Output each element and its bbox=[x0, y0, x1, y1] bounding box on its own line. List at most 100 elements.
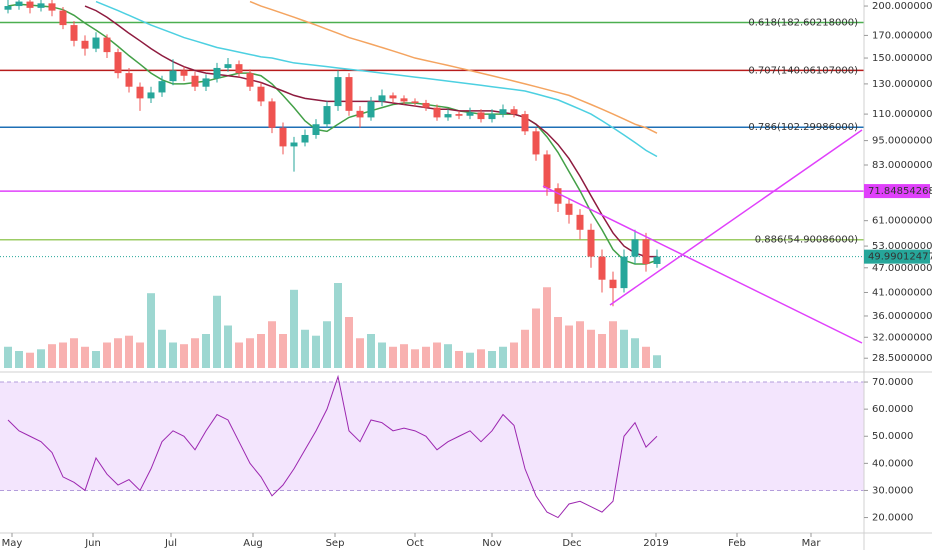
candle-body bbox=[202, 78, 210, 87]
volume-bar bbox=[268, 321, 276, 368]
moving-average-line bbox=[95, 0, 658, 158]
candle-body bbox=[180, 70, 188, 76]
volume-bar bbox=[169, 342, 177, 368]
candle-body bbox=[389, 95, 397, 99]
candle-body bbox=[433, 107, 441, 118]
candle-body bbox=[444, 114, 452, 118]
volume-bar bbox=[466, 352, 474, 368]
x-tick-label: Nov bbox=[482, 538, 502, 549]
volume-bar bbox=[631, 338, 639, 368]
volume-bar bbox=[521, 329, 529, 368]
candle-body bbox=[15, 1, 23, 7]
candle-body bbox=[411, 101, 419, 103]
candle-body bbox=[455, 114, 463, 116]
volume-bar bbox=[180, 344, 188, 368]
candle-body bbox=[576, 214, 584, 230]
rsi-tick-label: 50.0000 bbox=[872, 431, 913, 442]
volume-bar bbox=[543, 287, 551, 368]
candle-body bbox=[532, 131, 540, 155]
volume-bar bbox=[37, 349, 45, 368]
candle-body bbox=[268, 101, 276, 128]
rsi-line bbox=[7, 374, 658, 519]
candle-body bbox=[543, 154, 551, 189]
fib-level-label: 0.786(102.29986000) bbox=[748, 122, 858, 133]
rsi-tick-label: 70.0000 bbox=[872, 377, 913, 388]
x-tick-label: May bbox=[2, 538, 23, 549]
candle-body bbox=[620, 256, 628, 289]
candle-body bbox=[499, 109, 507, 115]
volume-bar bbox=[257, 334, 265, 368]
candle-body bbox=[103, 37, 111, 53]
volume-bar bbox=[15, 351, 23, 368]
candle-body bbox=[290, 142, 298, 147]
candle-body bbox=[246, 73, 254, 87]
volume-bar bbox=[301, 329, 309, 368]
y-tick-label: 41.00000000 bbox=[872, 287, 932, 298]
candle-body bbox=[114, 52, 122, 74]
candle-body bbox=[213, 67, 221, 79]
fib-level-label: 0.618(182.60218000) bbox=[748, 17, 858, 28]
candle-body bbox=[59, 10, 67, 26]
y-tick-label: 170.00000000 bbox=[872, 30, 932, 41]
candle-body bbox=[565, 203, 573, 215]
candle-body bbox=[224, 64, 232, 68]
price-level-badge bbox=[864, 249, 930, 264]
y-tick-label: 200.00000000 bbox=[872, 1, 932, 12]
moving-average-line bbox=[7, 3, 658, 265]
x-tick-label: Dec bbox=[562, 538, 581, 549]
y-tick-label: 150.00000000 bbox=[872, 53, 932, 64]
candle-body bbox=[70, 25, 78, 41]
volume-bar bbox=[444, 344, 452, 368]
volume-bar bbox=[136, 342, 144, 368]
moving-average-line bbox=[249, 0, 658, 134]
candle-body bbox=[521, 114, 529, 132]
y-tick-label: 83.00000000 bbox=[872, 160, 932, 171]
volume-bar bbox=[323, 321, 331, 368]
volume-bar bbox=[103, 342, 111, 368]
volume-bar bbox=[158, 329, 166, 368]
volume-bar bbox=[609, 321, 617, 368]
candle-body bbox=[257, 86, 265, 102]
volume-bar bbox=[598, 334, 606, 368]
rsi-tick-label: 30.0000 bbox=[872, 485, 913, 496]
rsi-tick-label: 60.0000 bbox=[872, 404, 913, 415]
volume-bar bbox=[378, 342, 386, 368]
candle-body bbox=[48, 3, 56, 11]
candle-body bbox=[587, 229, 595, 257]
volume-bar bbox=[532, 308, 540, 368]
price-level-label: 71.84854268 bbox=[868, 186, 932, 197]
volume-bar bbox=[26, 352, 34, 368]
volume-bar bbox=[312, 335, 320, 368]
volume-bar bbox=[620, 329, 628, 368]
volume-bar bbox=[92, 351, 100, 368]
volume-bar bbox=[114, 338, 122, 368]
volume-bar bbox=[59, 342, 67, 368]
fib-level-label: 0.886(54.90086000) bbox=[755, 235, 858, 246]
volume-bar bbox=[235, 342, 243, 368]
price-level-badge bbox=[864, 184, 930, 199]
candle-body bbox=[136, 86, 144, 99]
volume-bar bbox=[48, 344, 56, 368]
candle-body bbox=[158, 81, 166, 93]
y-tick-label: 32.00000000 bbox=[872, 332, 932, 343]
volume-bar bbox=[587, 329, 595, 368]
candle-body bbox=[312, 124, 320, 135]
x-tick-label: Sep bbox=[326, 538, 345, 549]
volume-bar bbox=[422, 346, 430, 368]
candle-body bbox=[356, 110, 364, 118]
y-tick-label: 53.00000000 bbox=[872, 241, 932, 252]
volume-bar bbox=[642, 346, 650, 368]
rsi-tick-label: 20.0000 bbox=[872, 513, 913, 524]
candle-body bbox=[642, 239, 650, 264]
candle-body bbox=[378, 95, 386, 102]
candle-body bbox=[37, 3, 45, 8]
candle-body bbox=[653, 256, 661, 264]
rsi-tick-label: 40.0000 bbox=[872, 458, 913, 469]
candle-body bbox=[422, 102, 430, 108]
volume-bar bbox=[345, 317, 353, 368]
volume-bar bbox=[125, 335, 133, 368]
volume-bar bbox=[653, 355, 661, 368]
rsi-panel bbox=[0, 374, 864, 519]
